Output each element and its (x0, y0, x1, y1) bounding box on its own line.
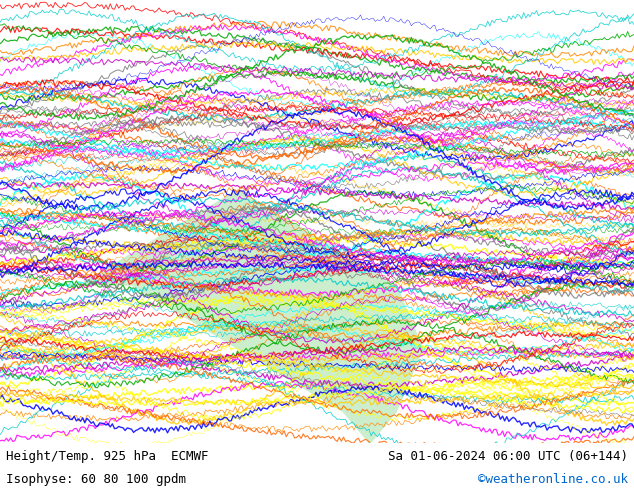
Text: Isophyse: 60 80 100 gpdm: Isophyse: 60 80 100 gpdm (6, 473, 186, 486)
Text: ©weatheronline.co.uk: ©weatheronline.co.uk (477, 473, 628, 486)
Text: Height/Temp. 925 hPa  ECMWF: Height/Temp. 925 hPa ECMWF (6, 450, 209, 463)
Polygon shape (53, 190, 423, 443)
Text: Sa 01-06-2024 06:00 UTC (06+144): Sa 01-06-2024 06:00 UTC (06+144) (387, 450, 628, 463)
